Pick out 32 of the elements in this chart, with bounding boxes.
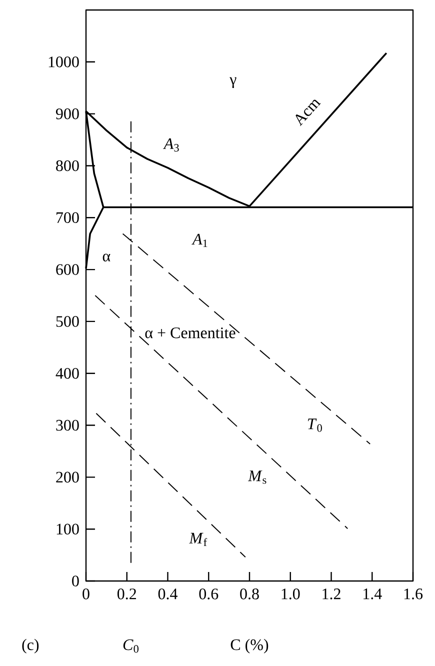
y-tick-label: 500	[56, 316, 79, 327]
annotation: T$_{0}$	[308, 418, 322, 432]
x-tick-label: 0.4	[158, 588, 178, 600]
annotation: α + Cementite	[145, 327, 236, 338]
y-tick-label: 900	[56, 108, 79, 120]
annotation: Acm	[296, 100, 321, 126]
annotation: M$_{s}$	[248, 470, 266, 484]
y-tick-label: 600	[56, 264, 79, 275]
annotation: α	[102, 254, 110, 262]
y-tick-label: 300	[56, 420, 79, 431]
x-tick-label: 1.6	[404, 588, 423, 600]
y-tick-label: 800	[56, 160, 79, 172]
x-tick-label: 0.6	[199, 588, 218, 600]
x-tick-label: 0.8	[240, 588, 259, 600]
annotation: A$_{1}$	[192, 234, 208, 248]
y-tick-label: 700	[56, 212, 79, 224]
text: C$_{0}$	[123, 639, 138, 653]
y-tick-label: 200	[56, 472, 79, 483]
x-tick-label: 0	[82, 588, 90, 600]
x-tick-label: 0.2	[117, 588, 136, 600]
x-tick-label: 1.2	[322, 588, 340, 600]
y-tick-label: 400	[56, 368, 79, 379]
x-axis-title: C (%)	[230, 638, 268, 654]
annotation: M$_{f}$	[189, 532, 208, 546]
y-tick-label: 1000	[48, 56, 79, 68]
annotation: γ	[230, 77, 236, 88]
text: (c)	[22, 638, 39, 654]
x-tick-label: 1.4	[364, 588, 382, 600]
y-tick-label: 0	[72, 576, 79, 586]
x-tick-label: 1.0	[282, 588, 300, 600]
y-tick-label: 100	[56, 524, 79, 534]
annotation: A$_{3}$	[163, 138, 179, 152]
